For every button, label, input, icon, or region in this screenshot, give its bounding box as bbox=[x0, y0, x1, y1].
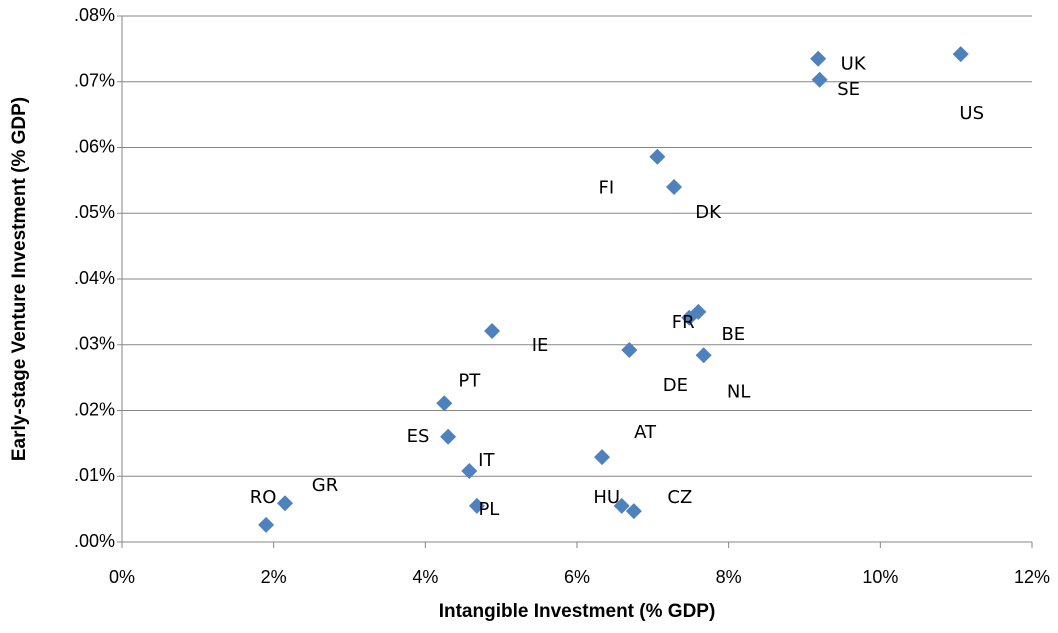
y-tick-label: .06% bbox=[74, 136, 115, 156]
point-label: FI bbox=[599, 178, 615, 199]
point bbox=[613, 497, 630, 514]
x-axis-title: Intangible Investment (% GDP) bbox=[439, 601, 716, 622]
x-tick-label: 12% bbox=[1014, 567, 1050, 587]
point-label: DE bbox=[663, 375, 688, 396]
x-tick-label: 2% bbox=[261, 567, 287, 587]
point bbox=[625, 503, 642, 520]
point-label: ES bbox=[407, 426, 430, 447]
y-tick-label: .01% bbox=[74, 465, 115, 485]
point bbox=[484, 322, 501, 339]
y-axis-title: Early-stage Venture Investment (% GDP) bbox=[9, 97, 30, 461]
point-label: PL bbox=[478, 499, 499, 520]
x-tick-label: 4% bbox=[412, 567, 438, 587]
point-label: GR bbox=[312, 475, 338, 496]
y-tick-label: .04% bbox=[74, 268, 115, 288]
y-tick-label: .08% bbox=[74, 5, 115, 25]
point bbox=[690, 303, 707, 320]
point-label: CZ bbox=[667, 487, 692, 508]
point-label: PT bbox=[458, 370, 481, 391]
point-label: FR bbox=[672, 312, 695, 333]
point bbox=[695, 347, 712, 364]
point bbox=[436, 395, 453, 412]
y-tick-label: .02% bbox=[74, 399, 115, 419]
point bbox=[594, 449, 611, 466]
x-tick-label: 0% bbox=[109, 567, 135, 587]
point-label: BE bbox=[721, 324, 745, 345]
x-tick-label: 10% bbox=[862, 567, 898, 587]
point bbox=[468, 497, 485, 514]
point-label: SE bbox=[837, 79, 860, 100]
point-label: UK bbox=[841, 54, 867, 75]
point bbox=[649, 148, 666, 165]
point-label: RO bbox=[250, 487, 277, 508]
x-tick-label: 6% bbox=[564, 567, 590, 587]
y-tick-label: .07% bbox=[74, 71, 115, 91]
point bbox=[810, 50, 827, 67]
point bbox=[621, 342, 638, 359]
point-label: HU bbox=[593, 487, 620, 508]
point bbox=[666, 178, 683, 195]
y-tick-label: .05% bbox=[74, 202, 115, 222]
point bbox=[440, 428, 457, 445]
point bbox=[277, 495, 294, 512]
point bbox=[811, 71, 828, 88]
point-label: DK bbox=[695, 202, 722, 223]
x-tick-label: 8% bbox=[716, 567, 742, 587]
point-label: US bbox=[959, 103, 984, 124]
point-label: NL bbox=[727, 381, 751, 402]
y-tick-label: .00% bbox=[74, 531, 115, 551]
y-tick-label: .03% bbox=[74, 334, 115, 354]
point bbox=[258, 516, 275, 533]
point bbox=[461, 462, 478, 479]
point-label: IE bbox=[532, 335, 549, 356]
point-label: IT bbox=[478, 450, 495, 471]
point-label: AT bbox=[634, 422, 657, 443]
point bbox=[952, 46, 969, 63]
